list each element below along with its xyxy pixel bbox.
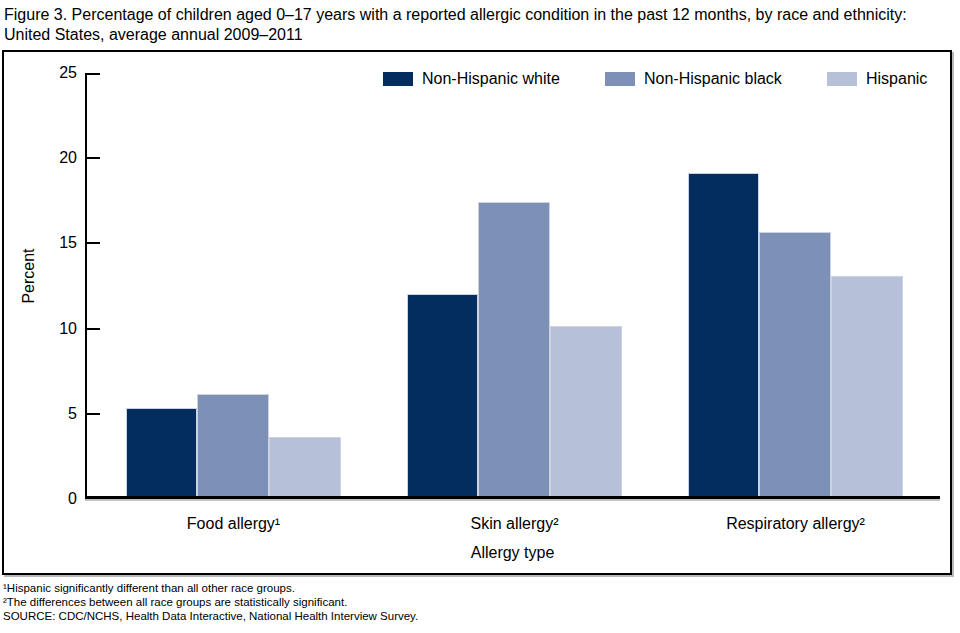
y-tick: [87, 242, 100, 244]
bar-food-allergy-non-hispanic-white: [126, 408, 198, 498]
bar-skin-allergy-hispanic: [550, 326, 622, 498]
y-tick-label: 5: [35, 405, 77, 423]
y-tick: [87, 73, 100, 75]
source-line: SOURCE: CDC/NCHS, Health Data Interactiv…: [3, 609, 418, 623]
bar-skin-allergy-non-hispanic-white: [407, 294, 479, 498]
figure-title: Figure 3. Percentage of children aged 0–…: [4, 5, 949, 45]
category-label: Food allergy¹: [94, 515, 374, 533]
y-tick: [87, 413, 100, 415]
figure-page: Figure 3. Percentage of children aged 0–…: [0, 0, 960, 633]
y-tick: [87, 328, 100, 330]
y-axis-line: [85, 73, 87, 499]
bar-food-allergy-non-hispanic-black: [197, 394, 269, 498]
bar-food-allergy-hispanic: [269, 437, 341, 498]
bar-respiratory-allergy-non-hispanic-black: [759, 232, 831, 498]
bar-respiratory-allergy-hispanic: [831, 276, 903, 498]
footnote-2: ²The differences between all race groups…: [3, 595, 418, 609]
x-axis-title: Allergy type: [85, 544, 940, 562]
bar-skin-allergy-non-hispanic-black: [478, 202, 550, 498]
plot-area: Percent Allergy type 0510152025Food alle…: [85, 73, 940, 499]
chart-frame: Non-Hispanic whiteNon-Hispanic blackHisp…: [2, 50, 952, 575]
y-tick: [87, 157, 100, 159]
category-label: Respiratory allergy²: [656, 515, 936, 533]
y-tick-label: 0: [35, 490, 77, 508]
bar-respiratory-allergy-non-hispanic-white: [688, 173, 760, 498]
y-tick-label: 10: [35, 320, 77, 338]
y-tick-label: 25: [35, 64, 77, 82]
y-tick-label: 15: [35, 234, 77, 252]
footnotes: ¹Hispanic significantly different than a…: [3, 581, 418, 623]
y-tick-label: 20: [35, 149, 77, 167]
category-label: Skin allergy²: [375, 515, 655, 533]
x-axis-line: [85, 496, 940, 499]
footnote-1: ¹Hispanic significantly different than a…: [3, 581, 418, 595]
